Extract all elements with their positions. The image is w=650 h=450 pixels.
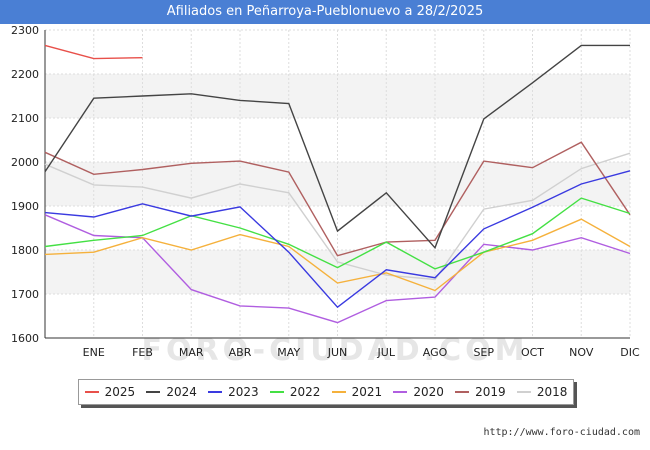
legend-item-2022: 2022 [269, 385, 321, 399]
series-line-2023 [44, 170, 631, 309]
legend-item-2020: 2020 [393, 385, 444, 399]
legend-swatch [331, 391, 346, 393]
legend-swatch [393, 391, 408, 393]
x-tick-labels: ENE FEB MAR ABR MAY JUN JUL AGO SEP OCT NOV DIC [83, 346, 640, 359]
y-tick-label: 1700 [11, 288, 39, 301]
x-tick-label: MAY [277, 346, 300, 359]
x-tick-label: JUN [327, 346, 348, 359]
legend-item-2023: 2023 [208, 385, 259, 399]
chart-title: Afiliados en Peñarroya-Pueblonuevo a 28/… [0, 0, 650, 24]
x-tick-label: DIC [620, 346, 640, 359]
x-tick-label: ABR [229, 346, 252, 359]
series-lines [44, 44, 631, 324]
legend-label: 2021 [351, 385, 383, 399]
legend-label: 2019 [475, 385, 506, 399]
legend-label: 2020 [413, 385, 444, 399]
legend-label: 2024 [166, 385, 197, 399]
legend-item-2019: 2019 [455, 385, 506, 399]
y-tick-label: 2100 [11, 112, 39, 125]
legend-item-2018: 2018 [516, 385, 568, 399]
legend-label: 2023 [228, 385, 259, 399]
legend-label: 2022 [289, 385, 321, 399]
x-tick-label: AGO [423, 346, 448, 359]
y-tick-label: 2200 [11, 68, 39, 81]
legend-item-2021: 2021 [331, 385, 383, 399]
series-line-2019 [44, 141, 631, 257]
y-tick-labels: 1600 1700 1800 1900 2000 2100 2200 2300 [11, 24, 39, 345]
legend-swatch [455, 391, 470, 393]
series-line-2021 [44, 218, 631, 292]
y-tick-label: 2300 [11, 24, 39, 37]
legend-label: 2018 [536, 385, 568, 399]
legend-swatch [208, 391, 223, 393]
legend-swatch [269, 391, 284, 393]
legend-item-2024: 2024 [146, 385, 197, 399]
axes [44, 30, 630, 339]
legend: 2025 2024 2023 2022 2021 2020 2019 2018 [78, 379, 574, 405]
x-tick-label: OCT [521, 346, 544, 359]
legend-swatch [146, 391, 161, 393]
x-tick-label: ENE [83, 346, 105, 359]
series-line-2024 [44, 44, 630, 250]
legend-item-2025: 2025 [84, 385, 136, 399]
y-tick-label: 1800 [11, 244, 39, 257]
series-line-2022 [44, 197, 631, 270]
legend-label: 2025 [104, 385, 136, 399]
x-tick-label: JUL [377, 346, 396, 359]
x-tick-label: NOV [569, 346, 594, 359]
site-url: http://www.foro-ciudad.com [483, 427, 640, 438]
y-tick-label: 1600 [11, 332, 39, 345]
series-line-2018 [44, 152, 631, 281]
y-tick-label: 2000 [11, 156, 39, 169]
x-tick-label: SEP [473, 346, 494, 359]
y-tick-label: 1900 [11, 200, 39, 213]
x-tick-label: MAR [179, 346, 204, 359]
x-tick-label: FEB [132, 346, 153, 359]
legend-swatch [84, 391, 99, 393]
background-watermark: FORO-CIUDAD.COM [142, 333, 529, 368]
series-line-2025 [44, 44, 143, 60]
legend-swatch [516, 391, 531, 393]
